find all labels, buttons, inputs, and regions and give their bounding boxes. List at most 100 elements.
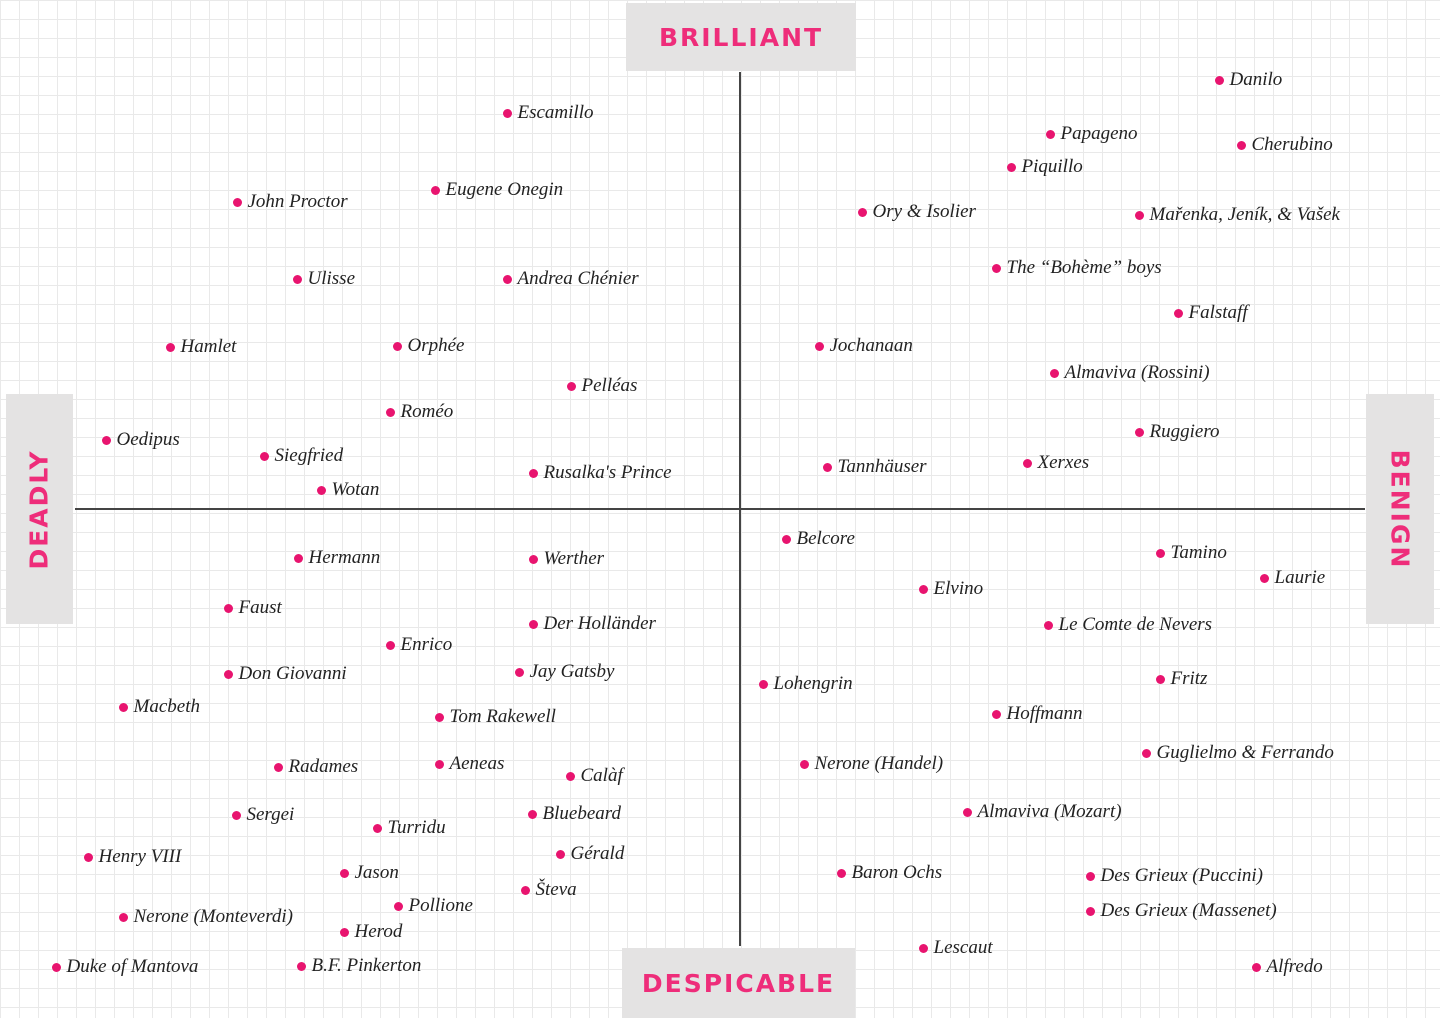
point: Laurie — [1259, 567, 1326, 589]
point-label: Piquillo — [1021, 156, 1083, 177]
point: Gérald — [555, 843, 625, 865]
left-label-box: DEADLY — [6, 394, 73, 624]
point-label: Belcore — [796, 528, 855, 549]
dot — [528, 554, 538, 564]
dot — [430, 185, 440, 195]
point-label: Henry VIII — [98, 846, 182, 867]
point: Aeneas — [434, 753, 504, 775]
dot — [1155, 548, 1165, 558]
point-label: Turridu — [387, 817, 446, 838]
point-label: Gérald — [570, 843, 625, 864]
dot — [502, 274, 512, 284]
dot — [232, 197, 242, 207]
dot — [372, 823, 382, 833]
point-label: Ulisse — [307, 268, 356, 289]
point-label: Rusalka's Prince — [543, 462, 672, 483]
point-label: Le Comte de Nevers — [1058, 614, 1213, 635]
point: Andrea Chénier — [502, 268, 639, 290]
top-label-box: BRILLIANT — [626, 3, 856, 71]
dot — [565, 771, 575, 781]
point: Piquillo — [1006, 156, 1083, 178]
dot — [316, 485, 326, 495]
point-label: Siegfried — [274, 445, 344, 466]
point-label: Tamino — [1170, 542, 1227, 563]
point-label: Tannhäuser — [837, 456, 927, 477]
point-label: Cherubino — [1251, 134, 1333, 155]
point: Ory & Isolier — [857, 201, 976, 223]
point: Baron Ochs — [836, 862, 943, 884]
point: Don Giovanni — [223, 663, 347, 685]
point: Tom Rakewell — [434, 706, 556, 728]
point: Belcore — [781, 528, 855, 550]
point-label: Lohengrin — [773, 673, 853, 694]
dot — [1134, 427, 1144, 437]
dot — [385, 640, 395, 650]
point: Jay Gatsby — [514, 661, 614, 683]
point-label: Oedipus — [116, 429, 180, 450]
point-label: Faust — [238, 597, 282, 618]
point: Herod — [339, 921, 402, 943]
point: Des Grieux (Massenet) — [1085, 900, 1277, 922]
point: Števa — [520, 879, 577, 901]
point-label: Danilo — [1229, 69, 1283, 90]
point-label: Hamlet — [180, 336, 237, 357]
dot — [566, 381, 576, 391]
point: Jason — [339, 862, 399, 884]
point-label: Falstaff — [1188, 302, 1248, 323]
dot — [292, 274, 302, 284]
point-label: Wotan — [331, 479, 380, 500]
point: Hermann — [293, 547, 381, 569]
dot — [293, 553, 303, 563]
dot — [339, 927, 349, 937]
point-label: Orphée — [407, 335, 465, 356]
dot — [857, 207, 867, 217]
point: Des Grieux (Puccini) — [1085, 865, 1263, 887]
point-label: Des Grieux (Massenet) — [1100, 900, 1277, 921]
dot — [393, 901, 403, 911]
dot — [555, 849, 565, 859]
point: Turridu — [372, 817, 446, 839]
point: Eugene Onegin — [430, 179, 564, 201]
point: Wotan — [316, 479, 380, 501]
point-label: Eugene Onegin — [445, 179, 564, 200]
point: Calàf — [565, 765, 623, 787]
point: Enrico — [385, 634, 453, 656]
point: Henry VIII — [83, 846, 182, 868]
dot — [1045, 129, 1055, 139]
dot — [836, 868, 846, 878]
horizontal-axis — [75, 508, 1365, 510]
point: Cherubino — [1236, 134, 1333, 156]
dot — [1251, 962, 1261, 972]
dot — [502, 108, 512, 118]
dot — [296, 961, 306, 971]
axis-label: BRILLIANT — [658, 22, 824, 52]
point-label: Hoffmann — [1006, 703, 1083, 724]
point-label: Laurie — [1274, 567, 1326, 588]
dot — [1173, 308, 1183, 318]
point: Lescaut — [918, 937, 993, 959]
dot — [1043, 620, 1053, 630]
point: Der Holländer — [528, 613, 656, 635]
point-label: Almaviva (Rossini) — [1064, 362, 1210, 383]
point: Fritz — [1155, 668, 1207, 690]
point-label: Hermann — [308, 547, 381, 568]
point: Macbeth — [118, 696, 200, 718]
axis-label: DESPICABLE — [641, 968, 836, 998]
point-label: Nerone (Handel) — [814, 753, 944, 774]
dot — [101, 435, 111, 445]
point: Tannhäuser — [822, 456, 927, 478]
point-label: Macbeth — [133, 696, 200, 717]
point-label: Jochanaan — [829, 335, 913, 356]
dot — [918, 943, 928, 953]
axis-label: BENIGN — [1385, 449, 1415, 569]
point: Rusalka's Prince — [528, 462, 672, 484]
dot — [520, 885, 530, 895]
dot — [527, 809, 537, 819]
point-label: Guglielmo & Ferrando — [1156, 742, 1334, 763]
point-label: Enrico — [400, 634, 453, 655]
point-label: Pelléas — [581, 375, 638, 396]
point: Jochanaan — [814, 335, 913, 357]
point-label: B.F. Pinkerton — [311, 955, 422, 976]
point: Danilo — [1214, 69, 1283, 91]
point-label: Baron Ochs — [851, 862, 943, 883]
